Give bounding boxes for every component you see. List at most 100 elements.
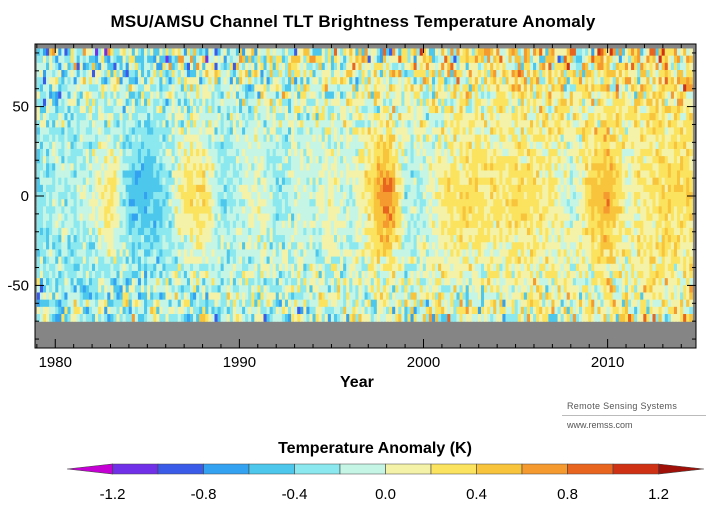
heat-cell: [220, 213, 225, 222]
heat-cell: [193, 148, 197, 157]
heat-cell: [101, 120, 105, 129]
heat-cell: [226, 235, 231, 243]
heat-cell: [425, 184, 430, 193]
heat-cell: [324, 206, 329, 215]
heat-cell: [52, 285, 56, 294]
heat-cell: [358, 314, 363, 322]
heat-cell: [340, 170, 344, 179]
heat-cell: [91, 206, 96, 215]
heat-cell: [162, 263, 167, 272]
heat-cell: [294, 199, 298, 207]
heat-cell: [407, 98, 412, 107]
heat-cell: [266, 220, 271, 229]
heat-cell: [306, 278, 311, 286]
heat-cell: [355, 227, 360, 236]
heat-cell: [211, 285, 216, 294]
heat-cell: [303, 292, 307, 301]
heat-cell: [147, 199, 151, 207]
heat-cell: [324, 220, 329, 229]
heat-cell: [401, 249, 405, 258]
heat-cell: [98, 170, 102, 179]
heat-cell: [257, 299, 262, 308]
heat-cell: [73, 105, 78, 114]
heat-cell: [330, 206, 335, 215]
heat-cell: [275, 77, 280, 85]
heat-cell: [70, 263, 75, 272]
heat-cell: [395, 199, 399, 207]
heat-cell: [165, 192, 170, 200]
heat-cell: [392, 134, 396, 143]
heat-cell: [235, 141, 240, 150]
heat-cell: [315, 213, 320, 222]
heat-cell: [159, 105, 164, 114]
heat-cell: [214, 163, 219, 172]
heat-cell: [379, 192, 384, 200]
heat-cell: [278, 148, 283, 157]
heat-cell: [82, 285, 87, 294]
heat-cell: [122, 105, 127, 114]
heat-cell: [364, 278, 369, 286]
heat-cell: [199, 299, 203, 308]
heat-cell: [116, 91, 121, 100]
heat-cell: [214, 127, 219, 136]
heat-cell: [214, 156, 219, 164]
heat-cell: [370, 77, 375, 85]
heat-cell: [180, 127, 185, 136]
heat-cell: [269, 206, 274, 215]
heat-cell: [349, 70, 353, 78]
heat-cell: [214, 113, 219, 121]
heat-cell: [165, 278, 170, 286]
heat-cell: [107, 156, 111, 164]
heat-cell: [144, 163, 148, 172]
heat-cell: [410, 148, 415, 157]
heat-cell: [88, 120, 93, 129]
heat-cell: [422, 249, 427, 258]
heat-cell: [177, 227, 182, 236]
heat-cell: [355, 148, 360, 157]
heat-cell: [110, 177, 115, 186]
heat-cell: [46, 184, 50, 193]
heat-cell: [239, 263, 243, 272]
heat-cell: [401, 242, 405, 251]
heat-cell: [61, 263, 66, 272]
heat-cell: [349, 163, 353, 172]
heat-cell: [364, 127, 369, 136]
heat-cell: [196, 77, 200, 85]
heat-cell: [370, 192, 375, 200]
heat-cell: [79, 242, 84, 251]
heat-cell: [183, 278, 188, 286]
heat-cell: [312, 235, 317, 243]
heat-cell: [330, 77, 335, 85]
heat-cell: [205, 55, 209, 64]
heat-cell: [373, 256, 378, 265]
heat-cell: [281, 48, 286, 57]
heat-cell: [337, 299, 341, 308]
heat-cell: [134, 134, 139, 143]
heat-cell: [370, 249, 375, 258]
heat-cell: [122, 55, 127, 64]
heat-cell: [217, 192, 222, 200]
heat-cell: [217, 134, 222, 143]
heat-cell: [358, 285, 363, 294]
heat-cell: [278, 314, 283, 322]
heat-cell: [199, 48, 203, 57]
heat-cell: [260, 148, 265, 157]
heat-cell: [312, 256, 317, 265]
heat-cell: [183, 84, 188, 93]
heat-cell: [260, 227, 265, 236]
heat-cell: [196, 292, 200, 301]
heat-cell: [257, 98, 262, 107]
heat-cell: [220, 120, 225, 129]
heat-cell: [410, 170, 415, 179]
heat-cell: [373, 141, 378, 150]
heat-cell: [140, 213, 145, 222]
heat-cell: [171, 220, 176, 229]
heat-cell: [107, 199, 111, 207]
heat-cell: [410, 278, 415, 286]
heat-cell: [214, 235, 219, 243]
heat-cell: [245, 285, 249, 294]
heat-cell: [223, 314, 228, 322]
heat-cell: [361, 199, 366, 207]
heat-cell: [306, 77, 311, 85]
heat-cell: [330, 91, 335, 100]
